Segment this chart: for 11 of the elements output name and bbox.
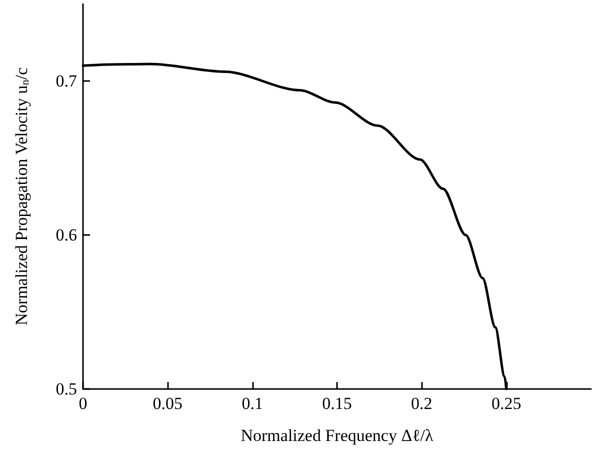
x-tick-label: 0.15	[322, 394, 352, 413]
x-tick-label: 0	[78, 394, 88, 413]
y-tick-label: 0.5	[56, 380, 77, 398]
x-tick-label: 0.25	[491, 394, 522, 413]
x-tick-label: 0.05	[152, 394, 183, 413]
y-axis-title: Normalized Propagation Velocity un/c	[12, 67, 32, 326]
x-tick-label: 0.1	[242, 394, 263, 413]
y-tick-label: 0.6	[56, 226, 77, 244]
x-axis-title: Normalized Frequency Δℓ/λ	[240, 426, 434, 445]
x-tick-label: 0.2	[411, 394, 432, 413]
y-tick-label: 0.7	[56, 72, 78, 90]
